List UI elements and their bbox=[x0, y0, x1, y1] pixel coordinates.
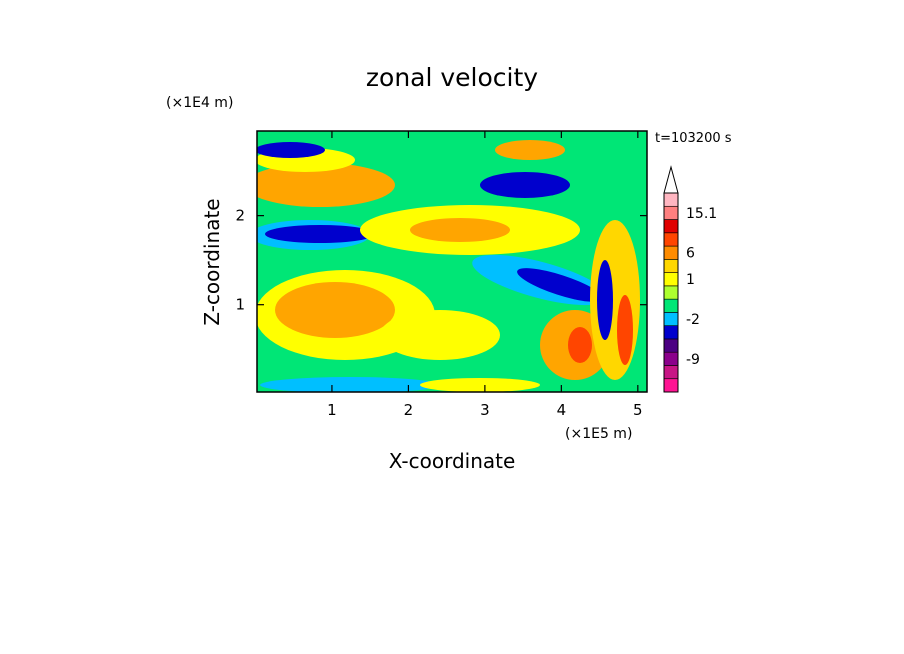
x-tick-label: 4 bbox=[557, 401, 567, 419]
colorbar-swatch bbox=[663, 351, 679, 366]
chart-title: zonal velocity bbox=[366, 63, 538, 92]
x-tick-label: 1 bbox=[327, 401, 337, 419]
field-blue-streak-top bbox=[257, 142, 325, 158]
field-yellow-upper-right bbox=[495, 140, 565, 160]
field-orange-center bbox=[410, 218, 510, 242]
colorbar-swatch bbox=[663, 219, 679, 234]
time-label: t=103200 s bbox=[655, 131, 732, 146]
colorbar-swatch bbox=[663, 205, 679, 220]
colorbar-label: -9 bbox=[686, 352, 700, 368]
colorbar-swatch bbox=[663, 365, 679, 380]
colorbar-swatch bbox=[663, 312, 679, 326]
x-axis-label: X-coordinate bbox=[389, 449, 516, 473]
field-yellow-bottom bbox=[420, 378, 540, 392]
y-ticks: 12 bbox=[235, 207, 647, 314]
axes-box bbox=[256, 130, 648, 393]
field-turbulent-red bbox=[617, 295, 633, 365]
colorbar-swatch bbox=[663, 272, 679, 287]
colorbar-swatch bbox=[663, 378, 679, 393]
field-orange-band-left bbox=[257, 163, 395, 207]
colorbar-label: 6 bbox=[686, 246, 695, 262]
colorbar-swatch bbox=[663, 245, 679, 260]
field-blue-band-left bbox=[265, 225, 375, 243]
y-tick-label: 1 bbox=[235, 296, 245, 314]
colorbar-swatch bbox=[663, 338, 679, 353]
colorbar-swatch bbox=[663, 259, 679, 273]
field-red-lower-right bbox=[568, 327, 592, 363]
x-unit-label: (×1E5 m) bbox=[565, 426, 632, 442]
colorbar-arrow bbox=[663, 165, 679, 194]
field-yellow-lower-center bbox=[380, 310, 500, 360]
colorbar-swatch bbox=[663, 192, 679, 207]
heatmap-field bbox=[257, 131, 647, 392]
colorbar: -9 -2 1 6 15.1 bbox=[663, 165, 717, 393]
field-cyan-bottom bbox=[260, 377, 440, 392]
x-tick-label: 2 bbox=[404, 401, 414, 419]
colorbar-label: 15.1 bbox=[686, 206, 717, 222]
colorbar-swatch bbox=[663, 285, 679, 300]
colorbar-label: 1 bbox=[686, 272, 695, 288]
field-blue-diagonal bbox=[517, 268, 603, 302]
y-axis-label: Z-coordinate bbox=[200, 198, 224, 325]
colorbar-swatch bbox=[663, 325, 679, 340]
x-tick-label: 3 bbox=[480, 401, 490, 419]
x-ticks: 1 2 3 4 5 bbox=[327, 131, 643, 419]
colorbar-swatch bbox=[663, 298, 679, 313]
colorbar-frame bbox=[663, 192, 679, 393]
y-unit-label: (×1E4 m) bbox=[166, 95, 233, 111]
colorbar-swatch bbox=[663, 232, 679, 247]
field-blue-band-right bbox=[480, 172, 570, 198]
y-tick-label: 2 bbox=[235, 207, 245, 225]
field-orange-block-lower bbox=[275, 282, 395, 338]
field-turbulent-blue bbox=[597, 260, 613, 340]
x-tick-label: 5 bbox=[633, 401, 643, 419]
colorbar-label: -2 bbox=[686, 312, 700, 328]
